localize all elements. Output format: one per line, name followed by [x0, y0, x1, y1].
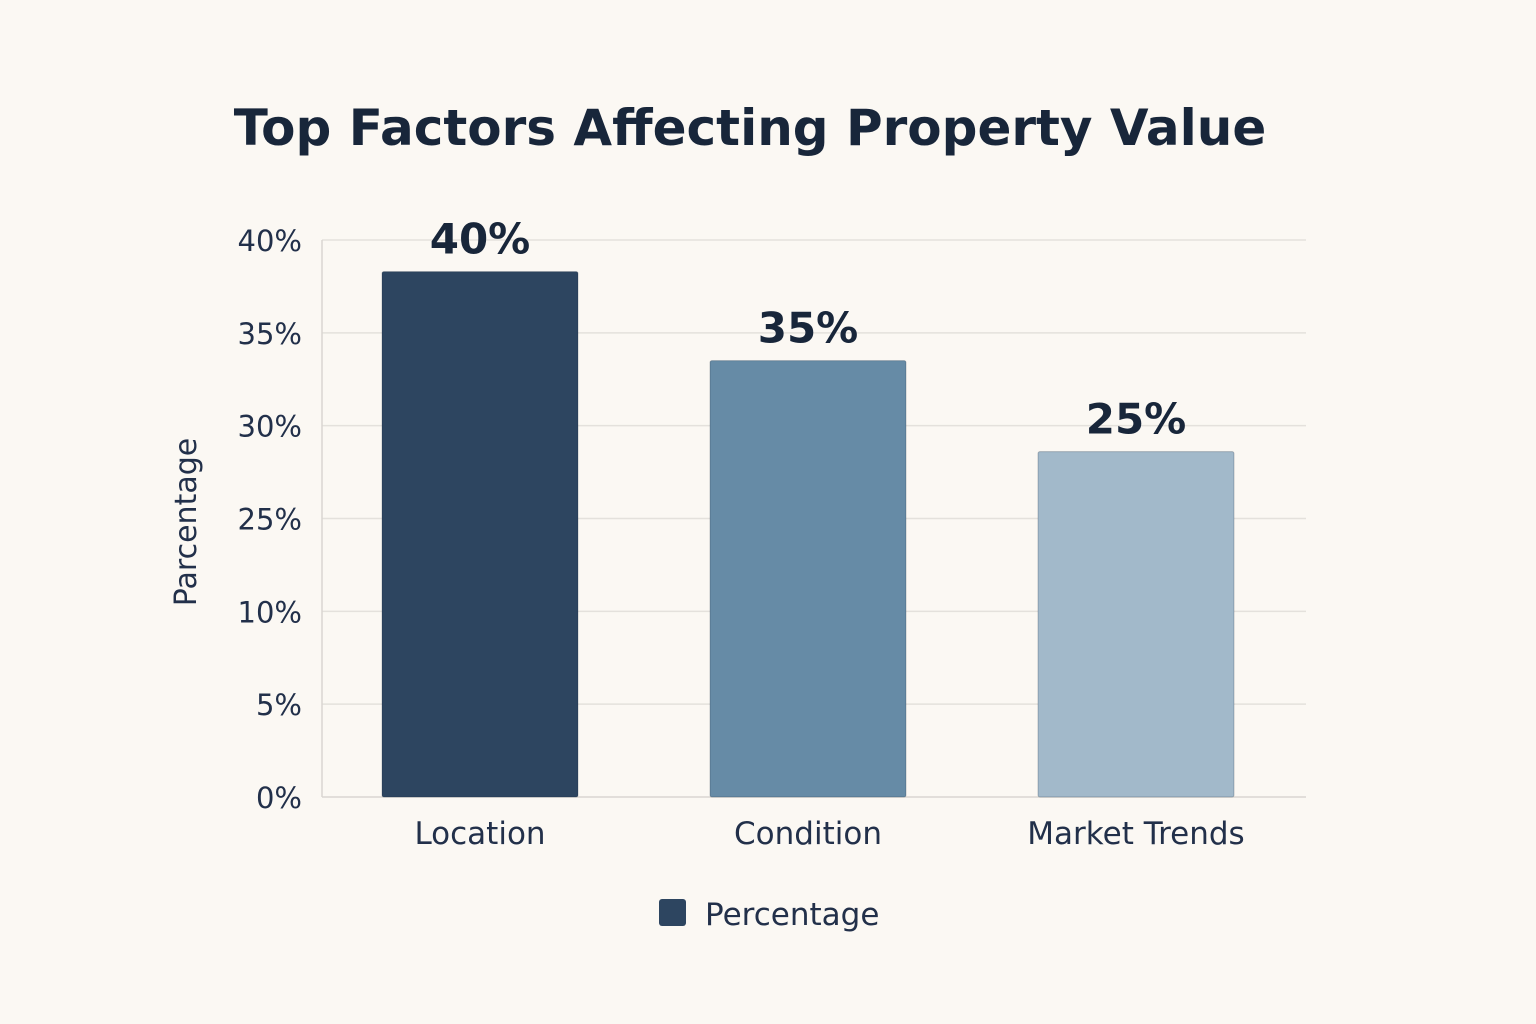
- bar-market-trends: [1037, 451, 1235, 798]
- y-tick-label: 5%: [256, 688, 302, 722]
- bars: [381, 271, 1235, 798]
- bar-value-label: 25%: [1086, 395, 1187, 444]
- legend: Percentage: [659, 897, 879, 933]
- bar-value-label: 40%: [430, 215, 531, 264]
- x-axis-categories: Location Condition Market Trends: [414, 816, 1244, 852]
- x-category-label: Condition: [734, 816, 882, 852]
- bar-location: [381, 271, 579, 798]
- y-axis-ticks: 0% 5% 10% 25% 30% 35% 40%: [238, 224, 302, 815]
- y-tick-label: 0%: [256, 781, 302, 815]
- y-tick-label: 30%: [238, 410, 302, 444]
- bar-value-labels: 40% 35% 25%: [430, 215, 1187, 444]
- bar-value-label: 35%: [758, 304, 859, 353]
- x-category-label: Location: [414, 816, 545, 852]
- legend-swatch: [659, 899, 686, 926]
- legend-label: Percentage: [705, 897, 879, 933]
- bar-condition: [709, 360, 907, 798]
- x-category-label: Market Trends: [1027, 816, 1244, 852]
- y-axis-label: Parcentage: [169, 438, 204, 606]
- y-tick-label: 25%: [238, 503, 302, 537]
- chart-title: Top Factors Affecting Property Value: [234, 99, 1267, 157]
- y-tick-label: 10%: [238, 595, 302, 629]
- y-tick-label: 35%: [238, 317, 302, 351]
- y-tick-label: 40%: [238, 224, 302, 258]
